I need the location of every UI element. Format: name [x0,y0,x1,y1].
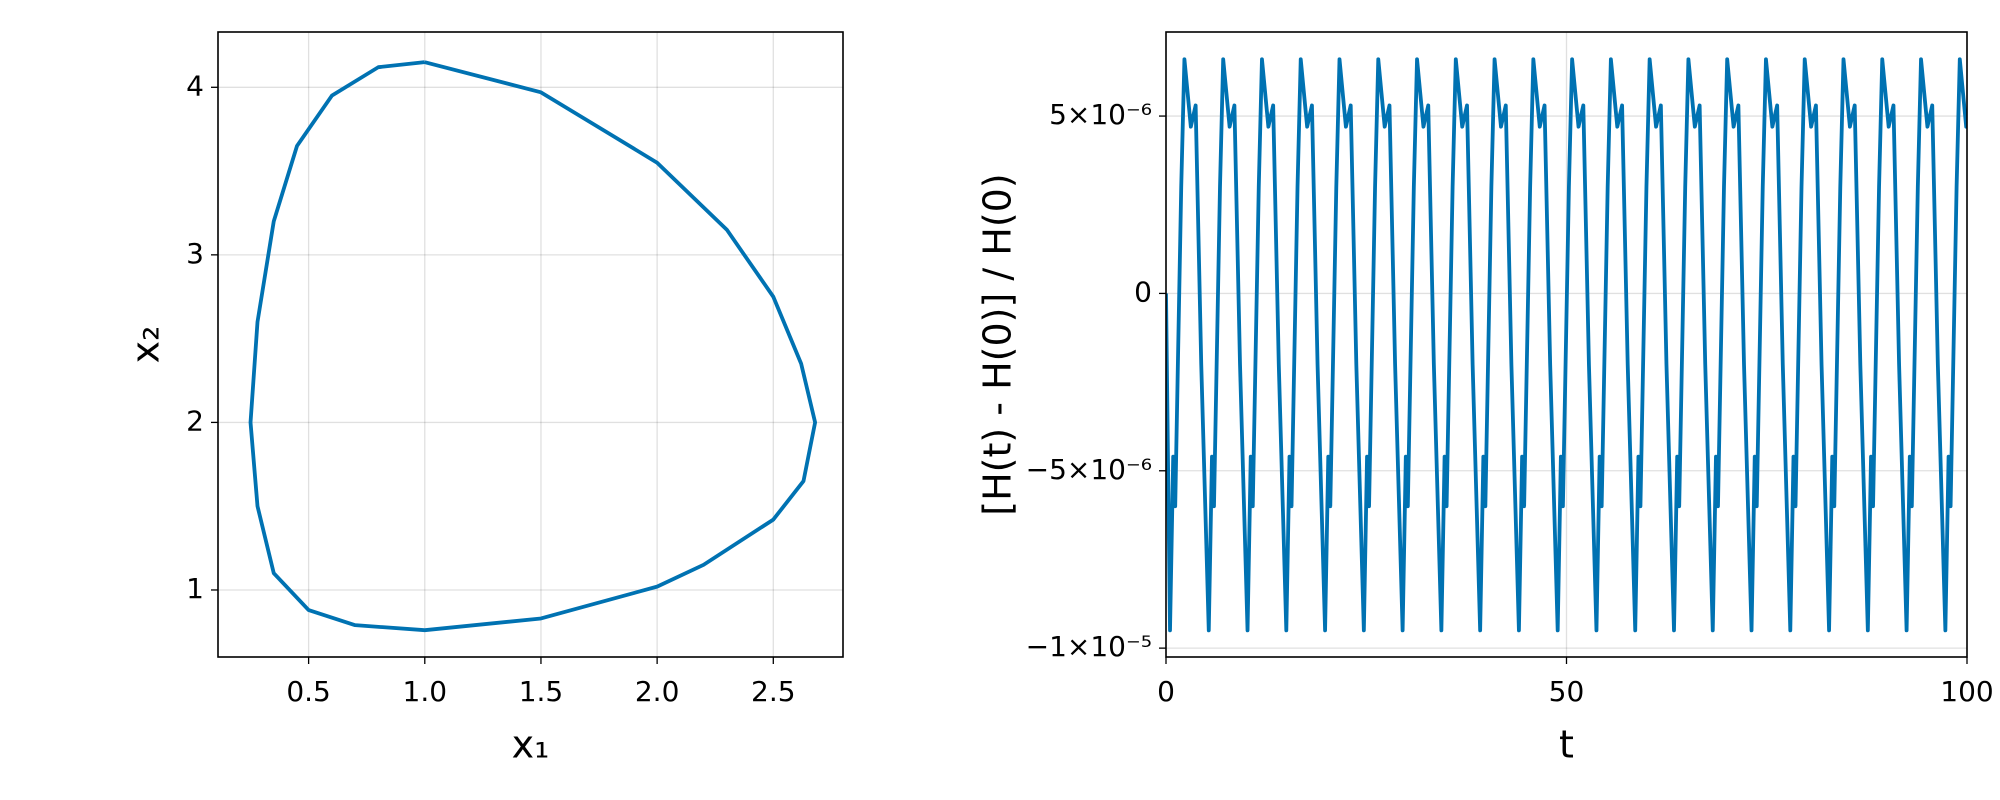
x-tick-label: 2.5 [751,675,796,708]
chart-panel: 0 50 100 5×10⁻⁶ 0 −5×10⁻⁶ −1×10⁻⁵ t [H(t) - H(0)… [976,31,1994,767]
x-axis-label: t [1559,723,1574,767]
y-tick-label: 3 [186,237,204,270]
y-axis-label: x₂ [124,326,168,364]
x-tick-label: 100 [1940,675,1993,708]
x-tick-label: 2.0 [635,675,680,708]
y-tick-label: 5×10⁻⁶ [1049,98,1152,131]
y-tick-label: 0 [1134,275,1152,308]
y-tick-label: −1×10⁻⁵ [1026,630,1152,663]
plot-frame [217,31,844,658]
y-tick-label: 2 [186,404,204,437]
plot-area [248,60,818,633]
y-tick-label: −5×10⁻⁶ [1026,453,1152,486]
data-line [248,60,818,633]
plot-frame [1165,31,1968,658]
data-line [1166,57,1967,633]
x-tick-label: 50 [1549,675,1585,708]
y-axis-label: [H(t) - H(0)] / H(0) [976,173,1020,515]
x-tick-label: 1.5 [519,675,564,708]
plot-area [1166,57,1967,633]
y-tick-label: 1 [186,572,204,605]
x-tick-label: 1.0 [403,675,448,708]
chart-panel: 0.5 1.0 1.5 2.0 2.5 1 2 3 4 x₁ x₂ [124,31,844,767]
x-tick-label: 0.5 [286,675,331,708]
y-tick-label: 4 [186,69,204,102]
x-axis-label: x₁ [512,723,550,767]
x-tick-label: 0 [1157,675,1175,708]
